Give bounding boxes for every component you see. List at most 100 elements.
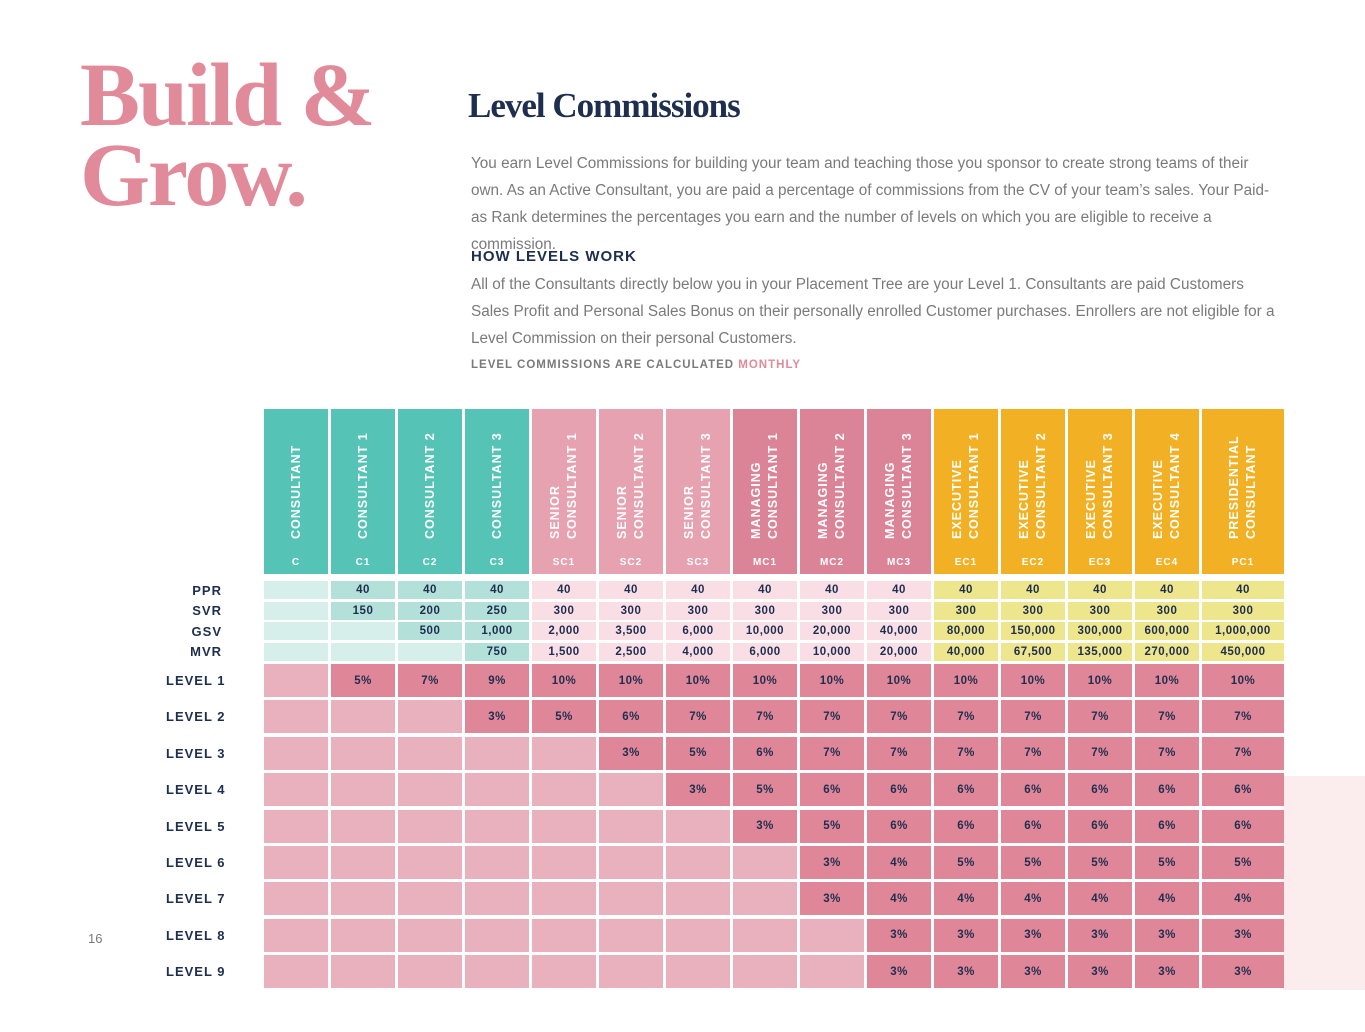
row-label: LEVEL 4: [166, 782, 226, 798]
level-cell: [465, 809, 529, 843]
requirement-cell: 40: [800, 581, 864, 599]
requirement-cell: 300: [733, 601, 797, 620]
level-cell: [331, 736, 395, 770]
column-code: EC4: [1155, 557, 1179, 568]
level-cell: 7%: [800, 700, 864, 734]
level-cell: [465, 955, 529, 989]
level-cell: 6%: [1001, 809, 1065, 843]
level-cell: 6%: [1068, 809, 1132, 843]
level-cell: 5%: [800, 809, 864, 843]
level-cell: [532, 918, 596, 952]
requirement-cell: 40: [934, 581, 998, 599]
requirement-cell: 300: [867, 601, 931, 620]
requirement-cell: [264, 601, 328, 620]
body: All of the Consultants directly below yo…: [471, 276, 1275, 347]
requirement-cell: 40: [733, 581, 797, 599]
level-cell: 4%: [1202, 882, 1284, 916]
level-cell: 5%: [1135, 846, 1199, 879]
level-cell: 7%: [934, 700, 998, 734]
row-label: MVR: [190, 644, 222, 659]
level-cell: 5%: [532, 700, 596, 734]
level-cell: [398, 773, 462, 807]
column-name: EXECUTIVE CONSULTANT 1: [950, 432, 981, 539]
level-cell: 3%: [666, 773, 730, 807]
column-header: PRESIDENTIAL CONSULTANT PC1: [1202, 409, 1284, 574]
decoration: [1283, 776, 1365, 990]
level-cell: [398, 736, 462, 770]
requirement-cell: 250: [465, 601, 529, 620]
level-cell: 4%: [867, 882, 931, 916]
level-cell: [398, 955, 462, 989]
requirement-cell: 500: [398, 622, 462, 640]
section-title: Level Commissions: [468, 86, 741, 125]
level-cell: 5%: [1068, 846, 1132, 879]
requirement-cell: 300: [599, 601, 663, 620]
requirement-cell: 200: [398, 601, 462, 620]
level-cell: 3%: [1202, 955, 1284, 989]
column-header: EXECUTIVE CONSULTANT 1 EC1: [934, 409, 998, 574]
level-cell: 7%: [1202, 700, 1284, 734]
level-cell: [264, 736, 328, 770]
requirement-cell: 3,500: [599, 622, 663, 640]
column-header: CONSULTANT 3 C3: [465, 409, 529, 574]
column-name: MANAGING CONSULTANT 2: [816, 432, 847, 539]
column-name-wrap: SENIOR CONSULTANT 1: [532, 417, 596, 539]
level-cell: 6%: [1001, 773, 1065, 807]
level-cell: 5%: [934, 846, 998, 879]
column-name: CONSULTANT 3: [489, 432, 504, 539]
level-cell: 4%: [1001, 882, 1065, 916]
requirement-cell: 300: [1202, 601, 1284, 620]
level-cell: [532, 736, 596, 770]
column-name-wrap: EXECUTIVE CONSULTANT 1: [934, 417, 998, 539]
column-header: CONSULTANT 2 C2: [398, 409, 462, 574]
column-code: EC1: [954, 557, 978, 568]
column-header: EXECUTIVE CONSULTANT 3 EC3: [1068, 409, 1132, 574]
level-cell: 6%: [934, 809, 998, 843]
requirement-cell: 6,000: [666, 622, 730, 640]
level-cell: 4%: [934, 882, 998, 916]
column-header: MANAGING CONSULTANT 1 MC1: [733, 409, 797, 574]
column-name-wrap: CONSULTANT 2: [398, 417, 462, 539]
level-cell: [465, 918, 529, 952]
column-header: EXECUTIVE CONSULTANT 2 EC2: [1001, 409, 1065, 574]
requirement-cell: 135,000: [1068, 642, 1132, 661]
requirement-cell: 300: [666, 601, 730, 620]
requirement-cell: 1,000,000: [1202, 622, 1284, 640]
row-label: PPR: [192, 582, 222, 598]
column-code: SC2: [619, 557, 643, 568]
level-cell: 4%: [1135, 882, 1199, 916]
requirement-cell: 10,000: [733, 622, 797, 640]
level-cell: 3%: [465, 700, 529, 734]
row-label: SVR: [192, 603, 222, 618]
column-code: C3: [489, 557, 505, 568]
column-name-wrap: MANAGING CONSULTANT 1: [733, 417, 797, 539]
level-cell: 3%: [1068, 955, 1132, 989]
column-code: MC3: [886, 557, 912, 568]
requirement-cell: 300: [532, 601, 596, 620]
column-name: SENIOR CONSULTANT 1: [548, 432, 579, 539]
requirement-cell: 40: [1001, 581, 1065, 599]
column-name: SENIOR CONSULTANT 2: [615, 432, 646, 539]
note-highlight: MONTHLY: [738, 359, 802, 371]
requirement-cell: 20,000: [867, 642, 931, 661]
level-cell: 7%: [1001, 700, 1065, 734]
level-cell: [398, 809, 462, 843]
level-cell: 6%: [599, 700, 663, 734]
column-code: SC3: [686, 557, 710, 568]
level-cell: [264, 809, 328, 843]
level-cell: 3%: [1001, 918, 1065, 952]
requirement-cell: 150,000: [1001, 622, 1065, 640]
requirement-cell: 270,000: [1135, 642, 1199, 661]
column-header: EXECUTIVE CONSULTANT 4 EC4: [1135, 409, 1199, 574]
column-name-wrap: SENIOR CONSULTANT 2: [599, 417, 663, 539]
column-header: MANAGING CONSULTANT 3 MC3: [867, 409, 931, 574]
requirement-cell: [331, 622, 395, 640]
requirement-cell: 40: [1068, 581, 1132, 599]
level-cell: 7%: [1068, 700, 1132, 734]
requirement-cell: 300: [1068, 601, 1132, 620]
level-cell: 5%: [733, 773, 797, 807]
column-name-wrap: EXECUTIVE CONSULTANT 4: [1135, 417, 1199, 539]
column-name-wrap: MANAGING CONSULTANT 2: [800, 417, 864, 539]
level-cell: 3%: [867, 955, 931, 989]
requirement-cell: 300: [800, 601, 864, 620]
